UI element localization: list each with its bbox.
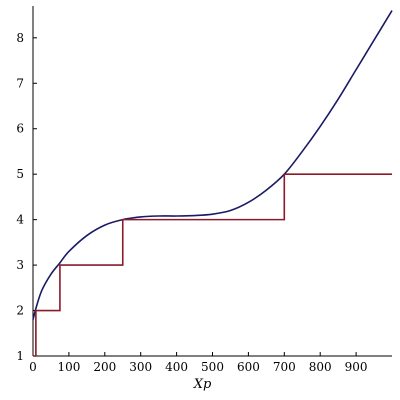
- y-tick-label: 4: [16, 213, 24, 227]
- x-ticks: 0 100 200 300 400 500 600 700 800 900: [29, 352, 368, 374]
- x-tick-label: 400: [165, 360, 188, 374]
- x-tick-label: 0: [29, 360, 37, 374]
- x-tick-label: 500: [201, 360, 224, 374]
- x-tick-label: 900: [345, 360, 368, 374]
- x-axis-title: Xp: [193, 377, 212, 392]
- y-tick-label: 1: [16, 349, 24, 363]
- x-tick-label: 800: [309, 360, 332, 374]
- x-tick-label: 700: [273, 360, 296, 374]
- y-tick-label: 8: [16, 31, 24, 45]
- x-tick-label: 200: [93, 360, 116, 374]
- axes: 0 100 200 300 400 500 600 700 800 900 1 2 3 4 5 6 7 8: [16, 6, 392, 374]
- y-tick-label: 6: [16, 122, 24, 136]
- series-layer: [32, 10, 393, 357]
- step-series-line: [33, 173, 392, 357]
- y-tick-label: 3: [16, 258, 24, 272]
- y-tick-label: 7: [16, 76, 24, 90]
- x-tick-label: 300: [129, 360, 152, 374]
- curve-series-line: [32, 10, 393, 320]
- y-tick-label: 2: [16, 304, 24, 318]
- x-tick-label: 100: [57, 360, 80, 374]
- y-tick-label: 5: [16, 167, 24, 181]
- x-tick-label: 600: [237, 360, 260, 374]
